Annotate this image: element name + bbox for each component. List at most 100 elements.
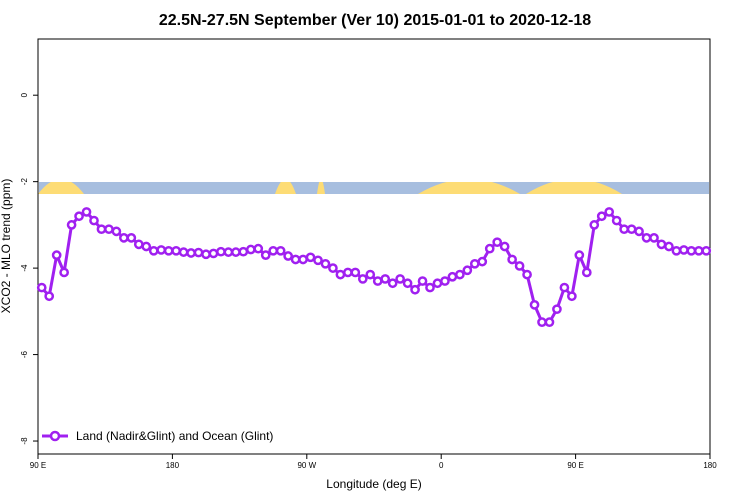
series-line — [40, 210, 707, 324]
data-point — [59, 267, 69, 278]
data-point — [216, 246, 226, 257]
y-tick-label: -4 — [20, 264, 29, 272]
data-point — [372, 276, 383, 286]
y-tick-label: -6 — [20, 350, 29, 358]
data-point — [693, 245, 704, 256]
data-point — [81, 207, 92, 217]
data-point — [649, 233, 659, 243]
data-point — [36, 282, 47, 293]
data-point — [238, 246, 249, 257]
data-point — [425, 282, 435, 293]
data-point — [492, 237, 503, 248]
data-point — [275, 245, 286, 256]
data-point — [686, 245, 697, 256]
data-point — [544, 317, 555, 328]
data-point — [268, 245, 279, 256]
data-point — [574, 250, 585, 260]
data-point — [89, 215, 99, 226]
legend: Land (Nadir&Glint) and Ocean (Glint) — [42, 429, 273, 443]
land-blob — [275, 179, 296, 194]
data-point — [343, 267, 353, 278]
data-point — [208, 248, 219, 259]
data-point — [133, 239, 144, 250]
data-point — [298, 254, 308, 265]
data-point — [163, 245, 174, 256]
data-point — [477, 256, 488, 267]
data-point — [51, 250, 62, 260]
data-point — [335, 269, 346, 280]
data-point — [507, 254, 517, 265]
y-tick-label: -8 — [20, 437, 29, 445]
x-tick-label: 90 E — [30, 461, 46, 470]
x-tick-label: 180 — [703, 461, 717, 470]
data-point — [626, 224, 637, 235]
data-point — [514, 261, 525, 271]
data-point — [529, 300, 540, 310]
x-tick-label: 180 — [166, 461, 180, 470]
data-point — [96, 224, 107, 235]
data-point — [671, 245, 682, 256]
x-tick-label: 90 W — [297, 461, 316, 470]
data-point — [148, 245, 159, 256]
data-point — [641, 233, 652, 243]
data-point — [290, 254, 301, 265]
data-point — [201, 249, 211, 260]
data-point — [357, 274, 368, 284]
y-axis: 0 -2 -4 -6 -8 — [20, 92, 38, 445]
data-point — [186, 248, 196, 258]
data-point — [313, 255, 323, 266]
data-point — [402, 278, 413, 289]
data-point — [499, 241, 510, 252]
data-point — [567, 291, 577, 302]
land-ocean-mask — [38, 40, 709, 196]
data-point — [469, 258, 480, 269]
data-point — [664, 241, 674, 252]
data-point — [656, 239, 667, 250]
data-point — [432, 278, 443, 289]
y-axis-label: XCO2 - MLO trend (ppm) — [0, 179, 13, 314]
plot-frame — [37, 38, 711, 455]
data-point — [350, 267, 361, 278]
data-point — [604, 207, 615, 217]
data-point — [253, 243, 264, 254]
y-tick-label: -2 — [20, 178, 29, 186]
data-point — [141, 241, 152, 252]
data-point — [537, 317, 547, 328]
data-point — [589, 220, 600, 230]
data-point — [365, 269, 376, 280]
data-point — [231, 247, 241, 257]
data-point — [559, 282, 570, 293]
x-tick-label: 90 E — [567, 461, 583, 470]
strip-mask — [39, 40, 709, 182]
data-point — [223, 247, 234, 257]
data-point — [171, 245, 181, 256]
x-tick-label: 0 — [439, 461, 444, 470]
data-point — [522, 269, 532, 280]
data-point — [611, 215, 622, 226]
data-point — [596, 211, 607, 222]
data-point — [410, 284, 420, 295]
data-point — [552, 304, 562, 315]
data-point — [320, 258, 331, 269]
data-point — [74, 211, 84, 222]
data-point — [701, 245, 712, 256]
data-point — [380, 274, 391, 284]
data-point — [328, 263, 338, 273]
data-point — [66, 220, 77, 230]
data-point — [417, 276, 428, 286]
data-point — [619, 224, 629, 235]
data-point — [484, 243, 495, 254]
legend-label: Land (Nadir&Glint) and Ocean (Glint) — [76, 429, 273, 443]
x-axis-label: Longitude (deg E) — [326, 477, 421, 491]
data-point — [283, 251, 293, 261]
data-point — [178, 247, 189, 257]
data-point — [581, 267, 592, 278]
x-axis: 90 E 180 90 W 0 90 E 180 — [30, 454, 717, 470]
data-point — [387, 278, 398, 289]
data-point — [111, 226, 122, 237]
data-point — [44, 291, 55, 302]
data-point — [126, 233, 137, 243]
data-point — [462, 265, 473, 276]
data-point — [193, 247, 204, 258]
data-point — [119, 233, 129, 243]
